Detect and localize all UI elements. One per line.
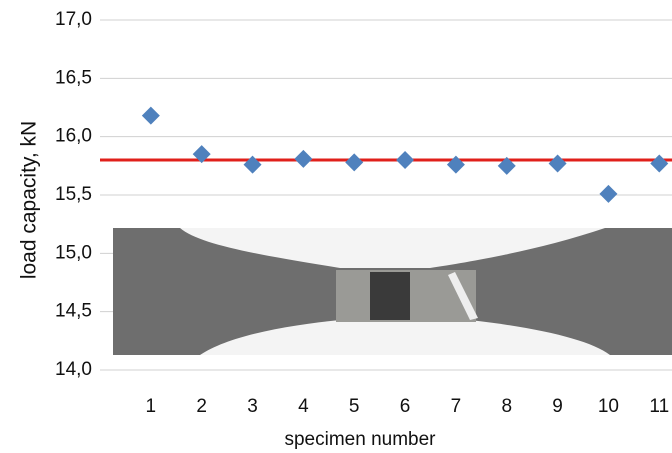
data-point — [192, 145, 211, 164]
x-tick-label: 6 — [400, 396, 411, 417]
x-tick-label: 9 — [552, 396, 563, 417]
x-tick-label: 1 — [146, 396, 157, 417]
y-tick-label: 14,5 — [55, 301, 92, 322]
x-tick-label: 2 — [196, 396, 207, 417]
data-point — [599, 184, 618, 203]
data-point — [446, 155, 465, 174]
x-tick-label: 10 — [598, 396, 619, 417]
x-tick-label: 7 — [451, 396, 462, 417]
x-tick-label: 11 — [649, 396, 669, 417]
specimen-photo — [113, 228, 672, 355]
data-point — [548, 154, 567, 173]
data-point — [497, 156, 516, 175]
y-axis-title: load capacity, kN — [18, 121, 41, 279]
data-point — [294, 149, 313, 168]
data-point — [396, 151, 415, 169]
y-tick-label: 17,0 — [55, 9, 92, 30]
data-point — [243, 155, 262, 174]
y-tick-label: 14,0 — [55, 359, 92, 380]
data-point — [345, 153, 364, 172]
x-tick-label: 3 — [247, 396, 258, 417]
data-point — [141, 106, 160, 125]
y-tick-label: 15,5 — [55, 184, 92, 205]
y-tick-label: 16,0 — [55, 126, 92, 147]
x-tick-label: 4 — [298, 396, 309, 417]
data-point — [650, 154, 669, 173]
x-tick-label: 5 — [349, 396, 360, 417]
y-tick-label: 15,0 — [55, 242, 92, 263]
y-tick-label: 16,5 — [55, 67, 92, 88]
x-axis-title: specimen number — [284, 429, 436, 450]
x-tick-label: 8 — [501, 396, 512, 417]
